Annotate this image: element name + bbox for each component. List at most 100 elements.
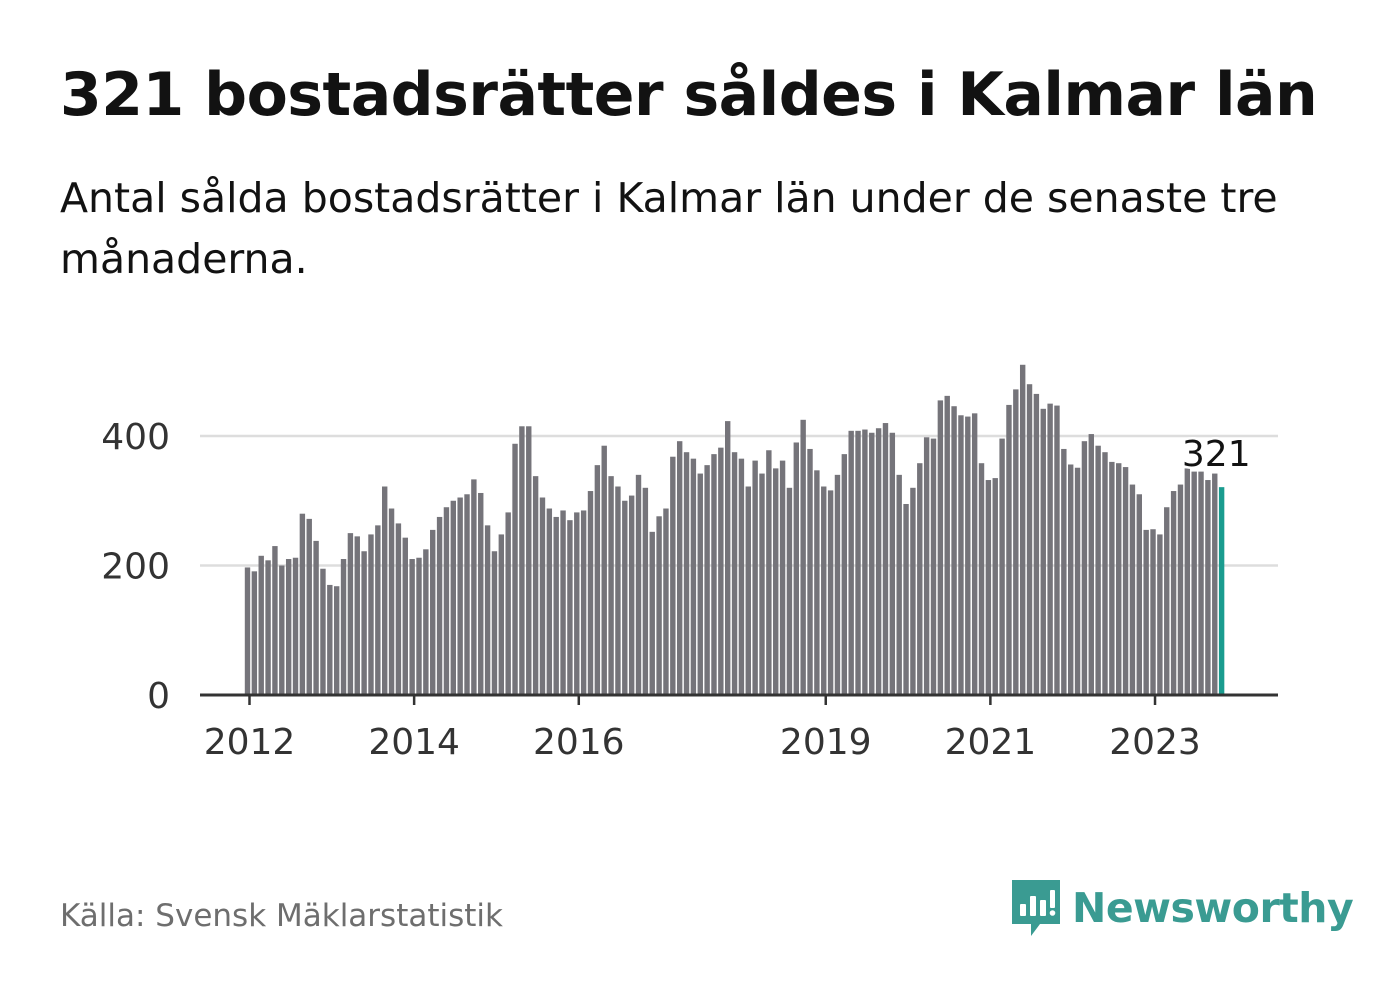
bar: [965, 416, 971, 695]
bar: [622, 500, 628, 695]
bar: [464, 494, 470, 695]
bar: [395, 523, 402, 695]
bar: [306, 518, 312, 695]
bar: [539, 497, 546, 695]
bar: [1150, 529, 1156, 695]
bar: [1074, 467, 1081, 695]
bar: [827, 490, 834, 695]
bar: [560, 510, 566, 695]
bar: [436, 516, 443, 695]
bar: [635, 474, 642, 695]
bar: [944, 395, 950, 695]
bar: [402, 537, 408, 695]
bar: [1026, 384, 1033, 695]
bar: [992, 478, 998, 695]
bar: [1019, 364, 1026, 695]
bar: [1136, 494, 1142, 695]
bar: [738, 458, 745, 695]
bar: [1040, 408, 1046, 695]
y-tick-label: 400: [101, 417, 170, 458]
x-tick-label: 2014: [368, 722, 460, 763]
bar: [786, 487, 793, 695]
bar: [752, 460, 758, 695]
bar: [628, 495, 635, 695]
bar: [670, 456, 676, 695]
x-tick-label: 2021: [945, 722, 1037, 763]
bar: [430, 529, 436, 695]
bar: [1122, 467, 1129, 695]
bar: [711, 454, 717, 695]
bar: [450, 500, 456, 695]
bar: [985, 480, 992, 695]
bar: [491, 551, 498, 695]
bar: [361, 551, 367, 695]
chart-subtitle: Antal sålda bostadsrätter i Kalmar län u…: [60, 174, 1278, 283]
bar: [512, 443, 518, 695]
chart-title: 321 bostadsrätter såldes i Kalmar län: [60, 60, 1318, 130]
bar: [409, 559, 415, 695]
bar: [587, 491, 594, 695]
bar: [1129, 484, 1136, 695]
bar: [1081, 441, 1088, 695]
bar: [1109, 461, 1115, 695]
bar: [1047, 403, 1053, 696]
bar: [1095, 445, 1101, 695]
x-tick-label: 2012: [204, 722, 296, 763]
bar: [340, 559, 347, 695]
bar: [354, 536, 360, 695]
bar: [663, 508, 669, 695]
bar: [951, 406, 957, 695]
bar: [388, 508, 395, 695]
bar: [903, 503, 909, 695]
bar: [375, 525, 381, 695]
bar: [265, 560, 271, 695]
bar: [478, 492, 484, 695]
bar: [574, 512, 580, 695]
bar: [875, 428, 882, 695]
bar: [642, 487, 649, 695]
bar: [848, 430, 854, 695]
bar: [896, 474, 902, 695]
bar: [656, 516, 662, 695]
source-note: Källa: Svensk Mäklarstatistik: [60, 898, 503, 934]
bar: [999, 438, 1005, 695]
bar: [1116, 463, 1122, 695]
bar: [882, 423, 889, 695]
bar: [615, 486, 621, 695]
bar: [910, 487, 916, 695]
bar: [443, 507, 450, 695]
bar: [1068, 464, 1074, 695]
bar: [821, 486, 827, 695]
bar: [382, 486, 388, 695]
bar: [917, 463, 923, 695]
bar: [457, 497, 463, 695]
bar: [704, 465, 710, 695]
bar: [368, 534, 374, 695]
latest-value-label: 321: [1182, 434, 1251, 475]
bar: [553, 516, 559, 695]
bar: [649, 531, 655, 695]
bar: [855, 430, 861, 695]
bar: [546, 508, 553, 695]
bar: [793, 442, 799, 695]
bar: [1054, 405, 1060, 695]
bar: [1177, 484, 1184, 695]
bar-latest: [1218, 487, 1225, 695]
bar: [333, 586, 340, 695]
bar: [505, 512, 511, 695]
bar: [498, 534, 505, 695]
bar: [244, 567, 251, 695]
bar: [725, 421, 731, 695]
bar: [745, 486, 751, 695]
bar: [1143, 529, 1149, 695]
bar: [423, 549, 429, 695]
bar: [347, 533, 354, 696]
bar: [1061, 448, 1067, 695]
bar: [800, 419, 806, 695]
brand-logo: Newsworthy: [1010, 878, 1354, 938]
bar: [690, 458, 697, 695]
bar: [292, 557, 299, 695]
bar: [869, 432, 875, 695]
brand-name: Newsworthy: [1072, 884, 1354, 932]
bar: [862, 429, 868, 695]
